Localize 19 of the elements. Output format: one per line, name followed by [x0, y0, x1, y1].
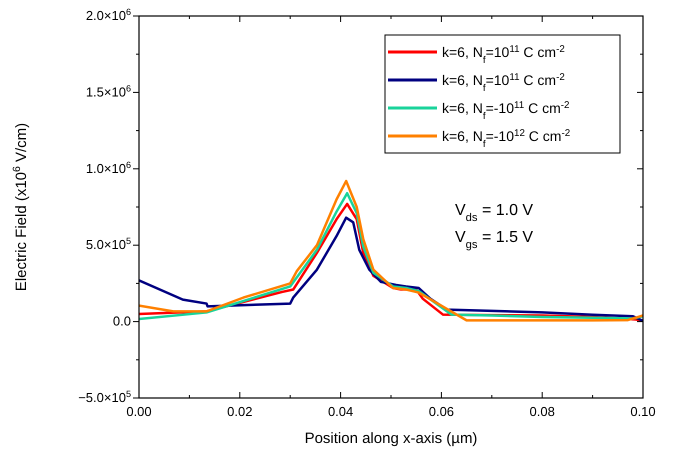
x-tick-label: 0.04 [328, 404, 354, 419]
annotation: V$_{gs}$ = 1.5 V [455, 229, 534, 251]
x-tick-label: 0.10 [630, 404, 656, 419]
legend-label: k=6, N$_{f}$=10$^{11}$ C cm$^{-2}$ [442, 44, 565, 66]
y-tick-label: 5.0×10$^{5}$ [86, 236, 131, 252]
annotation: V$_{ds}$ = 1.0 V [455, 202, 534, 224]
x-tick-label: 0.06 [428, 404, 454, 419]
legend-label: k=6, N$_{f}$=-10$^{11}$ C cm$^{-2}$ [442, 100, 570, 122]
x-tick-label: 0.08 [530, 404, 555, 419]
y-tick-label: 2.0×10$^{6}$ [86, 7, 131, 23]
x-axis-title: Position along x-axis (µm) [304, 430, 478, 447]
y-tick-label: 1.0×10$^{6}$ [86, 160, 131, 176]
x-tick-label: 0.02 [227, 404, 252, 419]
y-tick-label: 0.0 [112, 314, 131, 329]
x-tick-label: 0.00 [126, 404, 152, 419]
legend-label: k=6, N$_{f}$=-10$^{12}$ C cm$^{-2}$ [442, 128, 570, 150]
y-tick-label: 1.5×10$^{6}$ [86, 83, 131, 100]
y-tick-label: −5.0×10$^{5}$ [78, 389, 131, 405]
legend-label: k=6, N$_{f}$=10$^{11}$ C cm$^{-2}$ [442, 72, 565, 94]
